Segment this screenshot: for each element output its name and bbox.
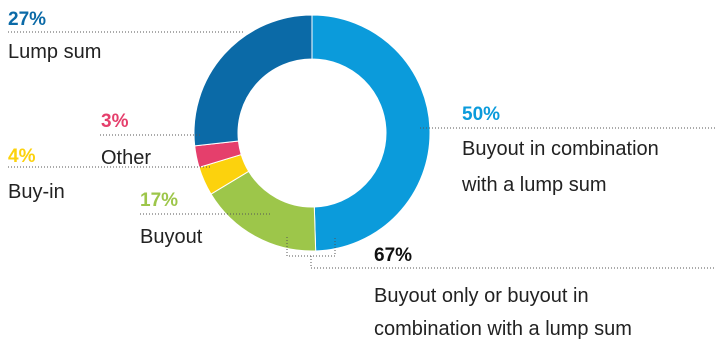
- value-label-combined: 67%: [374, 245, 412, 266]
- leader-lines: [8, 31, 716, 269]
- category-label-buyout: Buyout: [140, 226, 203, 248]
- value-label-other: 3%: [101, 111, 129, 132]
- category-label-combined-line1: Buyout only or buyout in: [374, 285, 589, 307]
- category-label-lump-sum: Lump sum: [8, 41, 101, 63]
- slices-group: [193, 14, 431, 252]
- value-label-combination: 50%: [462, 104, 500, 125]
- value-label-buyout: 17%: [140, 190, 178, 211]
- category-label-combination-line1: Buyout in combination: [462, 138, 659, 160]
- category-label-combination-line2: with a lump sum: [461, 174, 607, 196]
- value-label-buy-in: 4%: [8, 146, 36, 167]
- slice-buyout-in-combination-with-a-lump-sum: [311, 14, 431, 252]
- leader-line-combined: [310, 256, 716, 269]
- category-label-combined-line2: combination with a lump sum: [374, 318, 632, 340]
- slice-lump-sum: [193, 14, 313, 147]
- value-label-lump-sum: 27%: [8, 9, 46, 30]
- category-label-buy-in: Buy-in: [8, 181, 65, 203]
- category-label-other: Other: [101, 147, 151, 169]
